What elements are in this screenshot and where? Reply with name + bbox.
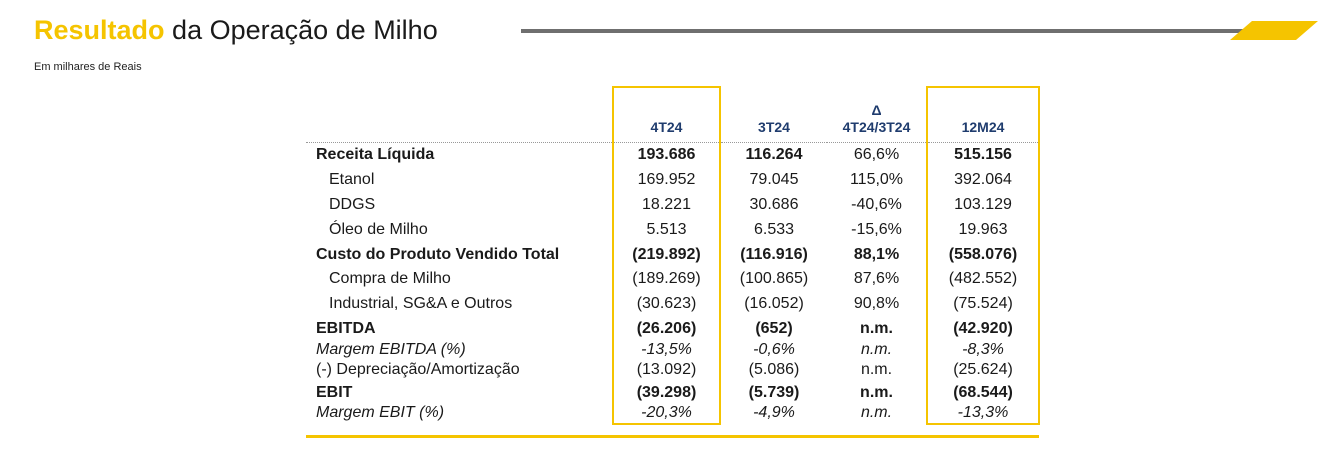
table-row: EBITDA (26.206) (652) n.m. (42.920) — [306, 316, 1040, 342]
cell-12m24: 19.963 — [926, 217, 1040, 243]
cell-12m24: 392.064 — [926, 167, 1040, 193]
header-delta-symbol: Δ — [871, 102, 882, 118]
cell-delta: n.m. — [860, 384, 893, 402]
table-row: Margem EBITDA (%) -13,5% -0,6% n.m. -8,3… — [306, 340, 1040, 359]
page-title-highlight: Resultado — [34, 15, 165, 45]
cell-4t24: (30.623) — [612, 291, 721, 317]
table-row: Receita Líquida 193.686 116.264 66,6% 51… — [306, 142, 1040, 168]
table-row: Industrial, SG&A e Outros (30.623) (16.0… — [306, 291, 1040, 317]
cell-delta: n.m. — [860, 404, 893, 422]
row-label: Custo do Produto Vendido Total — [316, 245, 560, 263]
cell-4t24: -13,5% — [612, 341, 721, 359]
header-12m24: 12M24 — [926, 86, 1040, 143]
table-row: Custo do Produto Vendido Total (219.892)… — [306, 242, 1040, 267]
cell-3t24: 6.533 — [753, 220, 795, 238]
row-label: Industrial, SG&A e Outros — [329, 295, 513, 313]
cell-4t24: 18.221 — [612, 192, 721, 218]
cell-12m24: (558.076) — [926, 242, 1040, 267]
cell-4t24: 5.513 — [612, 217, 721, 243]
row-label: Margem EBIT (%) — [316, 404, 445, 422]
cell-3t24: -0,6% — [753, 340, 795, 358]
cell-delta: n.m. — [860, 361, 893, 379]
row-label: Compra de Milho — [329, 270, 451, 288]
row-label: Etanol — [329, 171, 375, 189]
cell-4t24: (219.892) — [612, 242, 721, 267]
row-label: EBIT — [316, 384, 353, 402]
table-row: (-) Depreciação/Amortização (13.092) (5.… — [306, 358, 1040, 383]
cell-12m24: -13,3% — [926, 404, 1040, 426]
header-delta-period: 4T24/3T24 — [842, 119, 911, 135]
cell-4t24: (39.298) — [612, 382, 721, 405]
cell-3t24: (16.052) — [744, 295, 804, 313]
row-label: Óleo de Milho — [329, 220, 428, 238]
cell-12m24: (482.552) — [926, 266, 1040, 292]
cell-delta: 90,8% — [853, 295, 900, 313]
cell-3t24: 30.686 — [749, 195, 799, 213]
cell-delta: n.m. — [860, 319, 893, 337]
row-label: Receita Líquida — [316, 146, 435, 164]
row-label: Margem EBITDA (%) — [316, 340, 466, 358]
cell-delta: n.m. — [860, 340, 893, 358]
title-accent-shape — [1230, 21, 1318, 40]
cell-delta: -15,6% — [851, 220, 902, 238]
cell-12m24: -8,3% — [926, 341, 1040, 359]
cell-3t24: (652) — [755, 319, 793, 337]
cell-delta: 66,6% — [853, 146, 900, 164]
table-row: Margem EBIT (%) -20,3% -4,9% n.m. -13,3% — [306, 404, 1040, 426]
page-title-rest: da Operação de Milho — [172, 15, 438, 45]
header-delta: Δ 4T24/3T24 — [827, 87, 927, 143]
row-label: DDGS — [329, 195, 376, 213]
cell-12m24: (68.544) — [926, 382, 1040, 405]
cell-delta: 88,1% — [853, 245, 900, 263]
cell-3t24: (116.916) — [740, 245, 808, 263]
cell-4t24: (189.269) — [612, 266, 721, 292]
row-label: EBITDA — [316, 319, 376, 337]
cell-delta: 87,6% — [853, 270, 900, 288]
cell-4t24: (26.206) — [612, 316, 721, 342]
units-subtitle: Em milhares de Reais — [34, 61, 142, 73]
row-label: (-) Depreciação/Amortização — [316, 361, 520, 379]
header-label-cell — [306, 87, 613, 143]
table-bottom-rule — [306, 435, 1039, 438]
cell-12m24: (75.524) — [926, 291, 1040, 317]
title-rule — [521, 29, 1251, 33]
cell-delta: 115,0% — [849, 171, 904, 189]
cell-12m24: (25.624) — [926, 358, 1040, 383]
table-row: EBIT (39.298) (5.739) n.m. (68.544) — [306, 382, 1040, 405]
cell-4t24: 193.686 — [612, 142, 721, 168]
cell-delta: -40,6% — [851, 195, 902, 213]
cell-12m24: 103.129 — [926, 192, 1040, 218]
header-4t24: 4T24 — [612, 86, 721, 143]
cell-3t24: 116.264 — [745, 146, 803, 164]
cell-3t24: (100.865) — [739, 270, 809, 288]
cell-12m24: 515.156 — [926, 142, 1040, 168]
table-row: Compra de Milho (189.269) (100.865) 87,6… — [306, 266, 1040, 292]
page-title: Resultado da Operação de Milho — [34, 12, 438, 48]
table-header-row: 4T24 3T24 Δ 4T24/3T24 12M24 — [306, 86, 1040, 143]
cell-3t24: 79.045 — [749, 171, 799, 189]
cell-3t24: (5.739) — [748, 384, 800, 402]
table-row: DDGS 18.221 30.686 -40,6% 103.129 — [306, 192, 1040, 218]
cell-4t24: -20,3% — [612, 404, 721, 426]
table-row: Etanol 169.952 79.045 115,0% 392.064 — [306, 167, 1040, 193]
cell-12m24: (42.920) — [926, 316, 1040, 342]
table-row: Óleo de Milho 5.513 6.533 -15,6% 19.963 — [306, 217, 1040, 243]
cell-3t24: -4,9% — [753, 404, 795, 422]
cell-4t24: 169.952 — [612, 167, 721, 193]
header-3t24: 3T24 — [720, 87, 827, 143]
cell-4t24: (13.092) — [612, 358, 721, 383]
results-table: 4T24 3T24 Δ 4T24/3T24 12M24 Receita Líqu… — [306, 86, 1040, 426]
cell-3t24: (5.086) — [748, 361, 800, 379]
